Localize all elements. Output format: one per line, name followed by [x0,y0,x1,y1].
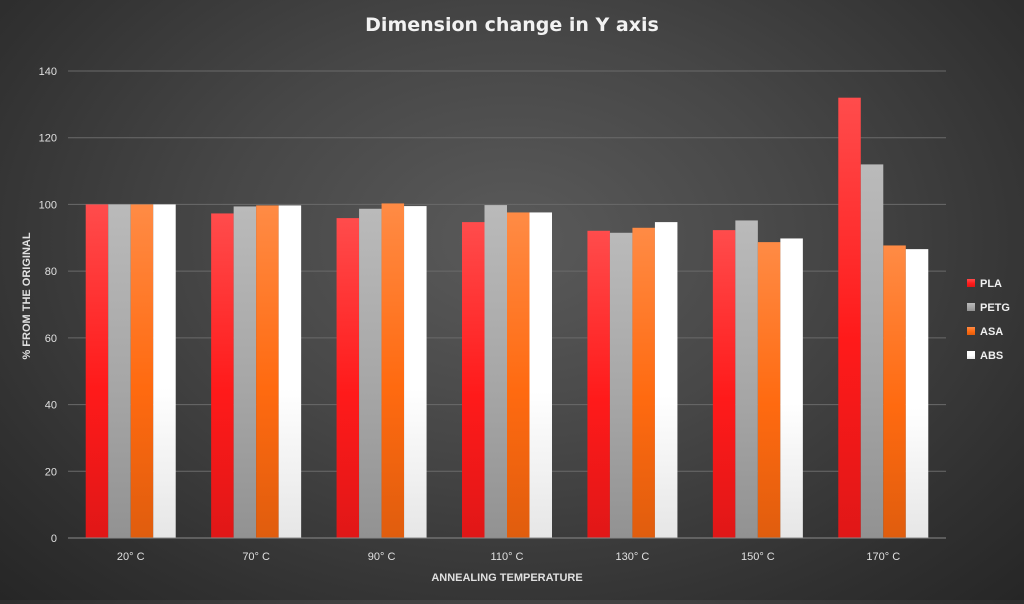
bar-pla-3 [462,222,485,539]
bar-abs-1 [278,205,302,538]
bar-petg-1 [233,206,257,538]
legend-swatch-abs [967,351,975,359]
x-tick-label: 150° C [741,551,775,563]
legend-swatch-asa [967,327,975,335]
bar-petg-4 [609,232,633,538]
bar-abs-2 [404,206,427,538]
bar-asa-5 [757,242,781,539]
bar-abs-5 [780,238,803,538]
legend-label-pla: PLA [980,278,1002,290]
bar-abs-6 [905,249,929,538]
y-tick-label: 100 [39,199,57,211]
bar-petg-0 [108,204,131,538]
y-tick-label: 120 [39,133,57,145]
bar-pla-1 [211,213,234,538]
legend-swatch-petg [967,303,975,311]
x-tick-label: 170° C [866,551,900,563]
x-tick-label: 130° C [616,551,650,563]
x-tick-label: 90° C [368,551,396,563]
legend: PLA PETG ASA ABS [967,278,1010,362]
bar-asa-0 [130,204,154,538]
y-tick-label: 20 [45,466,57,478]
y-tick-label: 80 [45,266,57,278]
bar-petg-3 [484,205,507,539]
y-axis-ticks: 0 20 40 60 80 100 120 140 [39,66,57,545]
bar-pla-0 [85,204,109,538]
legend-label-abs: ABS [980,350,1003,362]
bar-pla-6 [838,97,861,538]
bar-asa-4 [632,227,655,538]
legend-swatch-pla [967,279,975,287]
bar-petg-6 [860,164,884,538]
legend-label-asa: ASA [980,326,1003,338]
y-tick-label: 60 [45,333,57,345]
x-tick-label: 110° C [491,551,524,563]
y-tick-label: 40 [45,400,57,412]
bar-abs-3 [529,212,552,539]
bar-asa-3 [507,212,530,539]
bar-pla-4 [587,230,610,539]
x-axis-ticks: 20° C 70° C 90° C 110° C 130° C 150° C 170° C [117,551,900,563]
bar-abs-4 [654,222,678,539]
bar-pla-5 [712,230,736,538]
y-axis-label: % FROM THE ORIGINAL [21,232,33,359]
bar-petg-5 [735,220,758,538]
y-tick-label: 0 [51,533,57,545]
bar-abs-0 [153,204,176,538]
bars [85,97,929,539]
x-tick-label: 20° C [117,551,145,563]
chart-title: Dimension change in Y axis [365,14,659,36]
y-tick-label: 140 [39,66,57,78]
x-tick-label: 70° C [242,551,270,563]
legend-label-petg: PETG [980,302,1010,314]
bar-asa-6 [883,245,906,538]
bar-asa-1 [256,205,279,538]
x-axis-label: ANNEALING TEMPERATURE [431,572,582,584]
bar-petg-2 [359,208,382,538]
bar-asa-2 [381,203,405,538]
bar-pla-2 [336,218,360,539]
